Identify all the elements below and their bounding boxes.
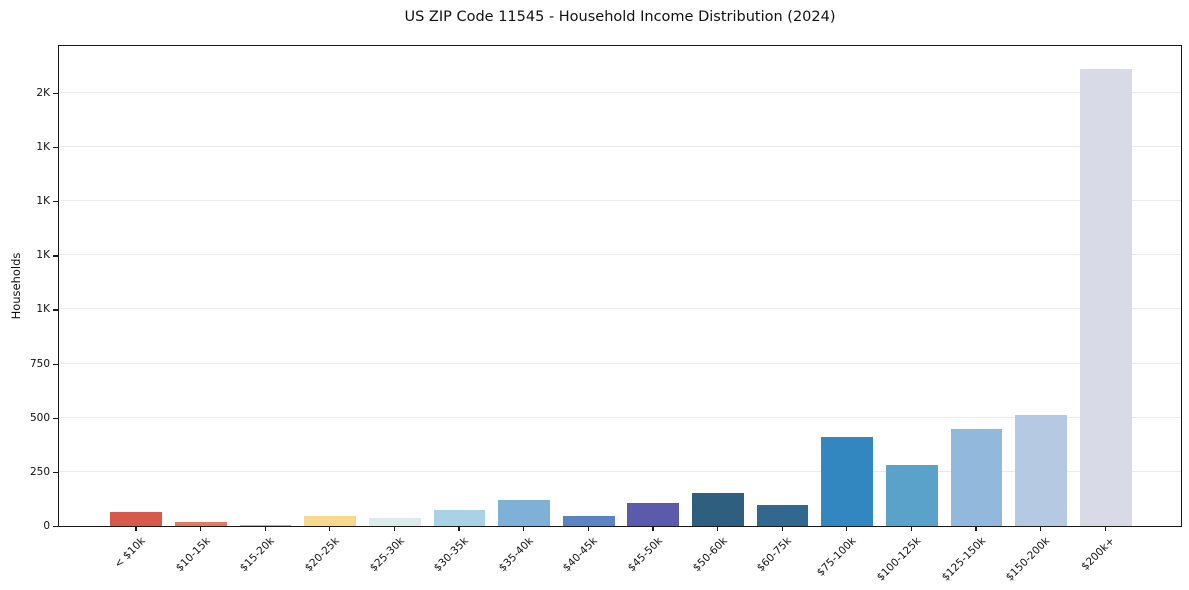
bar-$75-100k — [821, 437, 874, 526]
gridline-1K — [59, 254, 1181, 256]
bar-$200k+ — [1079, 68, 1132, 526]
x-tick-mark — [587, 526, 589, 531]
x-tick-label: $50-60k — [690, 535, 730, 575]
y-tick-label: 250 — [29, 465, 50, 478]
y-tick-mark — [53, 471, 58, 474]
y-tick-label: 0 — [43, 520, 50, 532]
bar-$45-50k — [627, 503, 680, 526]
gridline-1K — [59, 145, 1181, 147]
bar-$15-20k — [239, 524, 292, 526]
bar-$125-150k — [950, 428, 1003, 526]
bar-$25-30k — [368, 517, 421, 526]
y-tick-mark — [53, 255, 58, 257]
bar-$20-25k — [304, 516, 357, 526]
x-tick-label: $150-200k — [1004, 535, 1053, 584]
chart-title: US ZIP Code 11545 - Household Income Dis… — [404, 9, 836, 25]
x-tick-mark — [393, 526, 396, 531]
gridline-1K — [59, 200, 1181, 202]
x-tick-mark — [846, 526, 848, 531]
gridline-500 — [59, 416, 1181, 418]
bar-$100-125k — [885, 465, 938, 526]
x-tick-label: $100-125k — [874, 535, 924, 584]
x-tick-mark — [264, 526, 266, 531]
bar-< $10k — [110, 511, 163, 526]
x-tick-mark — [1104, 526, 1106, 531]
y-tick-mark — [53, 146, 58, 149]
gridline-750 — [59, 362, 1181, 364]
x-tick-label: $125-150k — [939, 535, 988, 584]
x-tick-label: $10-15k — [173, 535, 213, 575]
bar-$150-200k — [1015, 414, 1067, 526]
y-tick-label: 1K — [36, 140, 50, 153]
x-tick-label: $35-40k — [496, 535, 536, 575]
y-tick-label: 1K — [36, 195, 50, 208]
y-tick-mark — [53, 526, 58, 528]
x-tick-mark — [975, 526, 977, 531]
bar-$50-60k — [692, 493, 744, 526]
bar-$30-35k — [433, 510, 486, 526]
x-tick-mark — [652, 526, 654, 531]
plot-area — [58, 45, 1182, 527]
gridline-2K — [59, 91, 1181, 93]
x-tick-label: $45-50k — [625, 535, 665, 575]
x-tick-mark — [329, 526, 331, 531]
x-tick-mark — [523, 526, 525, 531]
x-tick-label: $15-20k — [237, 535, 278, 575]
x-tick-mark — [910, 526, 913, 531]
x-tick-label: $25-30k — [367, 535, 407, 575]
x-tick-label: $20-25k — [302, 535, 342, 575]
x-tick-mark — [781, 526, 783, 531]
x-tick-mark — [199, 526, 202, 531]
y-tick-mark — [53, 92, 58, 95]
y-tick-label: 1K — [36, 249, 50, 262]
bar-$60-75k — [756, 504, 809, 526]
y-tick-mark — [53, 363, 58, 365]
bar-$35-40k — [498, 500, 550, 526]
x-tick-label: $40-45k — [561, 535, 601, 575]
x-tick-label: < $10k — [112, 535, 148, 571]
gridline-1K — [59, 308, 1181, 310]
x-tick-mark — [1040, 526, 1042, 531]
x-tick-label: $75-100k — [814, 535, 859, 579]
x-tick-label: $200k+ — [1079, 535, 1118, 573]
x-tick-mark — [458, 526, 460, 531]
x-tick-label: $60-75k — [754, 535, 795, 575]
y-tick-mark — [53, 201, 58, 203]
x-tick-mark — [135, 526, 137, 531]
gridline-250 — [59, 470, 1181, 472]
y-tick-label: 1K — [36, 303, 50, 316]
y-tick-label: 2K — [36, 86, 50, 99]
y-tick-label: 750 — [29, 357, 50, 370]
bar-$10-15k — [175, 522, 227, 526]
x-tick-label: $30-35k — [431, 535, 471, 575]
bar-$40-45k — [562, 516, 615, 526]
x-tick-mark — [716, 526, 719, 531]
y-tick-label: 500 — [29, 411, 50, 424]
y-tick-mark — [53, 309, 58, 311]
y-tick-mark — [53, 417, 58, 419]
